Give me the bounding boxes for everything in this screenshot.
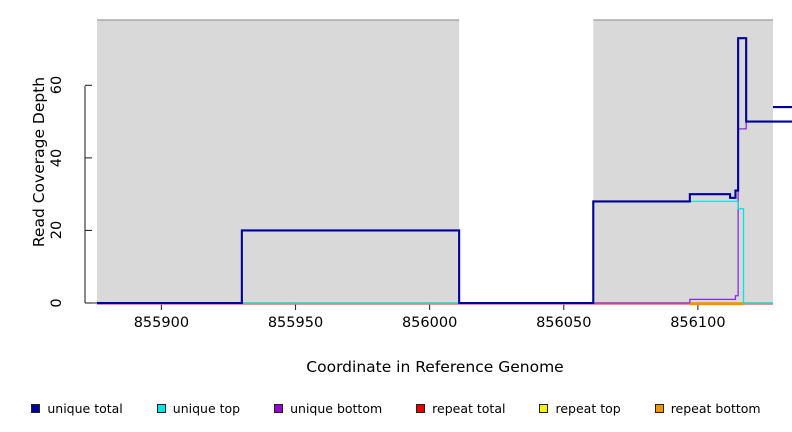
legend-item-unique-top: unique top: [156, 400, 241, 416]
chart-legend: unique total unique top unique bottom repea…: [0, 396, 792, 420]
legend-label: repeat bottom: [670, 400, 761, 416]
y-tick-label: 60: [49, 76, 65, 95]
legend-item-repeat-total: repeat total: [416, 401, 505, 416]
x-tick-label: 856050: [536, 315, 592, 331]
legend-swatch-icon: [416, 403, 426, 413]
legend-item-repeat-top: repeat top: [539, 400, 621, 416]
x-tick-label: 856000: [401, 315, 458, 331]
plot-panel: [97, 20, 773, 303]
legend-label: repeat top: [555, 400, 621, 416]
legend-swatch-icon: [539, 403, 549, 413]
y-tick-label: 40: [49, 148, 65, 168]
legend-item-repeat-bottom: repeat bottom: [654, 400, 761, 416]
legend-item-unique-bottom: unique bottom: [274, 401, 382, 416]
legend-label: unique top: [172, 400, 241, 416]
x-tick-label: 855950: [267, 315, 324, 331]
x-axis-title: Coordinate in Reference Genome: [306, 358, 564, 376]
legend-label: unique total: [47, 400, 123, 416]
legend-swatch-icon: [31, 403, 41, 413]
legend-label: unique bottom: [290, 400, 383, 416]
y-tick-label: 0: [49, 298, 65, 308]
x-tick-label: 855900: [133, 315, 190, 331]
y-tick-label: 20: [49, 221, 65, 240]
legend-swatch-icon: [156, 403, 166, 413]
x-tick-label: 856100: [670, 315, 726, 331]
legend-swatch-icon: [274, 403, 284, 413]
legend-label: repeat total: [432, 400, 506, 416]
legend-item-unique-total: unique total: [31, 400, 123, 416]
legend-swatch-icon: [654, 403, 664, 413]
coverage-gap-band: [459, 19, 594, 303]
series-unique-total: [97, 37, 792, 305]
